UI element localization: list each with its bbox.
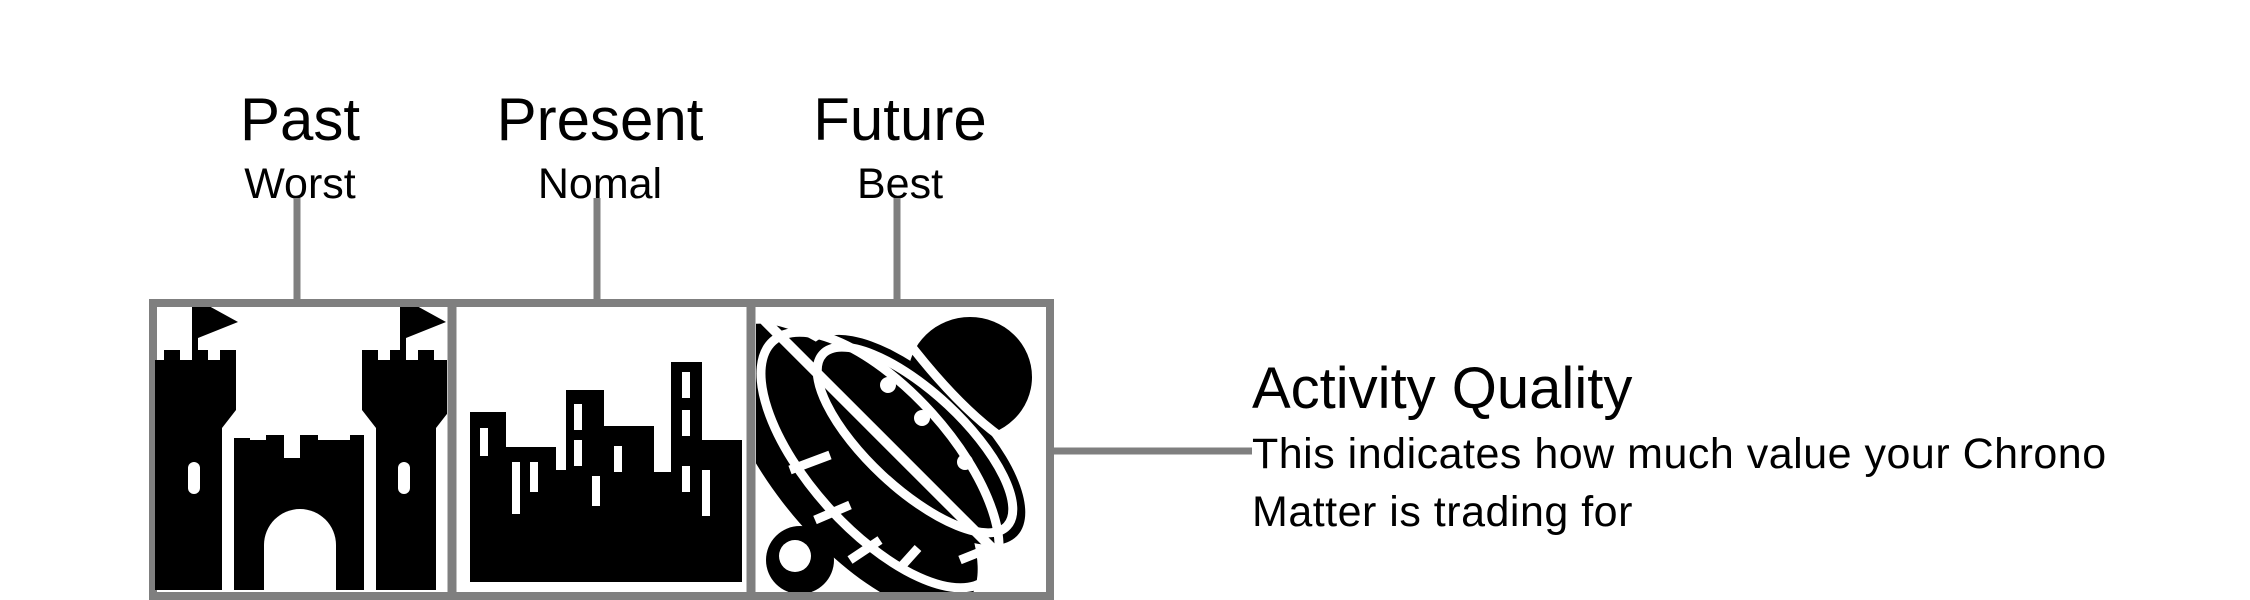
connector-lines — [293, 198, 1252, 455]
tier-past-title: Past — [239, 86, 361, 153]
tier-future-title: Future — [813, 86, 987, 153]
city-skyline-icon — [470, 362, 742, 582]
legend-title: Activity Quality — [1252, 356, 1633, 421]
legend-description: This indicates how much value your Chron… — [1252, 430, 2107, 536]
tier-present-title: Present — [496, 86, 704, 153]
castle-icon — [155, 307, 447, 590]
ufo-icon — [756, 314, 1044, 592]
tier-frame — [149, 299, 1054, 600]
